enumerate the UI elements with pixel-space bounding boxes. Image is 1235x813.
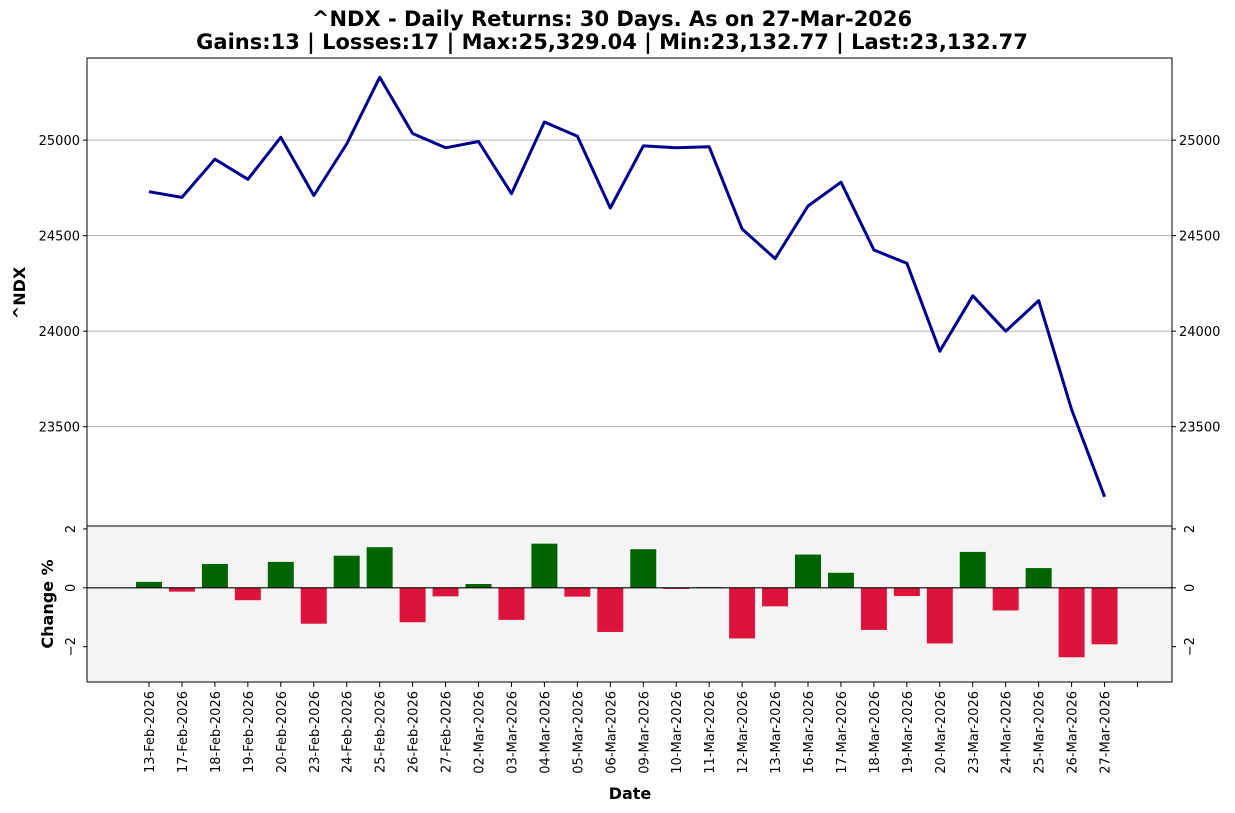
- change-tick-label-right: 2: [1183, 525, 1198, 533]
- date-tick-label: 25-Mar-2026: [1033, 691, 1048, 774]
- change-bar: [333, 555, 360, 588]
- date-tick-label: 10-Mar-2026: [670, 691, 685, 774]
- change-axis-label: Change %: [38, 559, 57, 648]
- price-tick-label-right: 24500: [1179, 230, 1220, 245]
- price-tick-label-right: 25000: [1179, 134, 1220, 149]
- change-bar: [992, 587, 1019, 611]
- price-tick-label-right: 23500: [1179, 421, 1220, 436]
- date-tick-label: 09-Mar-2026: [637, 691, 652, 774]
- date-tick-label: 05-Mar-2026: [571, 691, 586, 774]
- change-bar: [1058, 587, 1085, 658]
- change-bar: [827, 572, 854, 588]
- date-tick-label: 26-Mar-2026: [1066, 691, 1081, 774]
- change-panel-frame: [86, 525, 1173, 683]
- date-tick-label: 03-Mar-2026: [505, 691, 520, 774]
- date-tick-label: 27-Mar-2026: [1099, 691, 1114, 774]
- date-tick-label: 23-Feb-2026: [308, 691, 323, 773]
- date-tick-label: 24-Mar-2026: [1000, 691, 1015, 774]
- change-bar: [860, 587, 887, 630]
- date-tick-label: 19-Mar-2026: [901, 691, 916, 774]
- date-tick-label: 16-Mar-2026: [802, 691, 817, 774]
- price-tick-label-right: 24000: [1179, 325, 1220, 340]
- chart-title-line1: ^NDX - Daily Returns: 30 Days. As on 27-…: [312, 7, 912, 31]
- change-bar-panel: 2 2 0 0 −2 −2 13-Feb-2026 17-Feb-2026 18-Feb-202…: [64, 525, 1198, 774]
- date-tick-label: 02-Mar-2026: [473, 691, 488, 774]
- chart-title-line2: Gains:13 | Losses:17 | Max:25,329.04 | M…: [196, 30, 1028, 55]
- change-bar: [136, 581, 162, 588]
- change-bar: [366, 547, 393, 588]
- price-line: [148, 75, 1107, 498]
- date-tick-label: 17-Feb-2026: [176, 691, 191, 773]
- change-bar: [729, 587, 756, 639]
- change-bar: [267, 561, 294, 588]
- price-tick-label-left: 24500: [39, 230, 80, 245]
- date-tick-label: 13-Mar-2026: [769, 691, 784, 774]
- date-tick-label: 24-Feb-2026: [341, 691, 356, 773]
- change-tick-label-left: 2: [64, 525, 79, 533]
- change-bar: [465, 583, 492, 588]
- change-bar: [1025, 568, 1052, 588]
- change-bar: [630, 549, 657, 588]
- price-tick-label-left: 23500: [39, 421, 80, 436]
- date-tick-label: 13-Feb-2026: [143, 691, 158, 773]
- price-tick-label-left: 24000: [39, 325, 80, 340]
- change-bar: [300, 587, 327, 624]
- change-bar: [168, 587, 195, 592]
- change-bar: [959, 551, 986, 588]
- date-tick-label: 27-Feb-2026: [440, 691, 455, 773]
- change-tick-label-left: 0: [64, 584, 79, 592]
- change-bar: [234, 587, 261, 601]
- date-tick-label: 20-Mar-2026: [934, 691, 949, 774]
- price-tick-label-left: 25000: [39, 134, 80, 149]
- change-tick-label-left: −2: [64, 637, 79, 656]
- change-bar: [893, 587, 920, 597]
- date-tick-label: 17-Mar-2026: [835, 691, 850, 774]
- date-tick-label: 23-Mar-2026: [967, 691, 982, 774]
- date-tick-label: 26-Feb-2026: [407, 691, 422, 773]
- date-tick-label: 12-Mar-2026: [736, 691, 751, 774]
- date-tick-label: 04-Mar-2026: [538, 691, 553, 774]
- change-bar: [498, 587, 525, 620]
- change-bar: [201, 563, 228, 588]
- change-bar: [432, 587, 459, 597]
- price-axis-label: ^NDX: [10, 266, 29, 319]
- date-tick-label: 25-Feb-2026: [374, 691, 389, 773]
- date-tick-label: 18-Feb-2026: [209, 691, 224, 773]
- change-bar: [926, 587, 953, 644]
- price-line-panel: 23500 23500 24000 24000 24500 24500 25000 25000: [39, 57, 1220, 527]
- date-tick-label: 19-Feb-2026: [242, 691, 257, 773]
- price-panel-frame: [86, 57, 1173, 527]
- change-tick-label-right: −2: [1183, 637, 1198, 656]
- change-bar: [762, 587, 789, 607]
- change-bar: [399, 587, 426, 623]
- change-bar: [564, 587, 591, 597]
- date-axis-label: Date: [609, 784, 652, 803]
- change-bar: [597, 587, 624, 632]
- change-bar: [531, 543, 558, 588]
- change-bar: [795, 554, 821, 588]
- date-tick-label: 06-Mar-2026: [604, 691, 619, 774]
- change-panel-background: [87, 526, 1172, 682]
- date-tick-label: 11-Mar-2026: [703, 691, 718, 774]
- change-bar: [1091, 587, 1118, 645]
- change-tick-label-right: 0: [1183, 584, 1198, 592]
- date-tick-label: 18-Mar-2026: [868, 691, 883, 774]
- date-tick-label: 20-Feb-2026: [275, 691, 290, 773]
